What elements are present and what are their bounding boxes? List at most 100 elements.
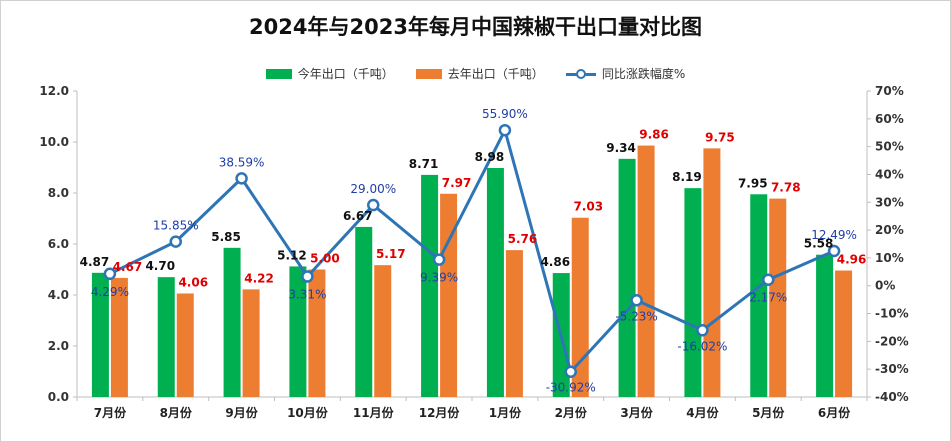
y-right-tick-label: 70% <box>875 84 904 98</box>
bar-current-label: 5.85 <box>211 230 241 244</box>
yoy-label: 15.85% <box>153 219 199 233</box>
yoy-point <box>498 123 512 137</box>
bar-previous-label: 9.86 <box>639 128 669 142</box>
bar-previous <box>769 198 787 397</box>
yoy-point <box>103 267 117 281</box>
y-left-tick-label: 10.0 <box>39 135 69 149</box>
legend-label-previous: 去年出口（千吨） <box>447 67 544 81</box>
yoy-point <box>696 324 709 337</box>
x-tick-label: 11月份 <box>353 405 395 420</box>
bar-current <box>486 168 504 397</box>
y-right-tick-label: 30% <box>875 195 904 209</box>
y-right-tick-label: -40% <box>875 390 909 404</box>
bar-previous <box>242 289 260 397</box>
yoy-label: -30.92% <box>546 381 596 395</box>
bar-current <box>157 277 175 397</box>
bar-previous-label: 4.96 <box>837 253 867 267</box>
bar-previous <box>308 269 326 397</box>
bar-previous <box>176 293 194 397</box>
yoy-point <box>432 253 446 266</box>
x-tick-label: 12月份 <box>419 405 461 420</box>
bar-previous-label: 4.06 <box>178 275 208 289</box>
bar-previous <box>637 145 655 397</box>
bar-current-label: 8.19 <box>672 170 702 184</box>
bar-current <box>684 188 702 397</box>
y-left-tick-label: 0.0 <box>48 390 69 404</box>
yoy-label: -5.23% <box>615 309 657 323</box>
bar-previous <box>110 277 128 397</box>
legend-swatch-previous <box>415 68 442 79</box>
bar-current <box>816 254 834 397</box>
bar-current <box>355 226 373 397</box>
bar-previous-label: 5.00 <box>310 252 340 266</box>
yoy-label: 38.59% <box>219 155 265 169</box>
yoy-point <box>827 244 841 258</box>
bar-current-label: 6.67 <box>343 209 373 223</box>
bar-previous <box>571 217 589 397</box>
x-tick-label: 10月份 <box>287 405 329 420</box>
bar-previous <box>374 265 392 397</box>
bar-current-label: 9.34 <box>606 141 636 155</box>
y-left-tick-label: 8.0 <box>48 186 69 200</box>
x-tick-label: 9月份 <box>225 405 258 420</box>
yoy-point <box>169 235 182 248</box>
bar-current <box>618 158 636 397</box>
bar-current-label: 8.71 <box>409 157 439 171</box>
y-right-tick-label: -10% <box>875 307 909 321</box>
yoy-line <box>109 128 835 374</box>
bar-current <box>223 247 241 397</box>
yoy-label: 3.31% <box>288 288 326 302</box>
bar-current-label: 5.58 <box>804 237 834 251</box>
x-tick-label: 7月份 <box>94 405 127 420</box>
bar-current-label: 4.86 <box>540 255 570 269</box>
y-left-tick-label: 2.0 <box>48 339 69 353</box>
bar-current <box>91 272 109 397</box>
bar-previous <box>835 270 853 397</box>
yoy-point <box>301 270 314 283</box>
legend-swatch-yoy <box>565 68 596 79</box>
bar-previous-label: 7.97 <box>442 176 472 190</box>
y-right-tick-label: -30% <box>875 362 909 376</box>
bar-current-label: 7.95 <box>738 176 768 190</box>
yoy-point <box>630 294 643 307</box>
yoy-label: 4.29% <box>91 285 129 299</box>
legend: 今年出口（千吨） 去年出口（千吨） 同比涨跌幅度% <box>1 65 950 82</box>
x-tick-label: 1月份 <box>489 405 522 420</box>
yoy-label: 9.39% <box>420 271 458 285</box>
bar-previous-label: 5.17 <box>376 247 406 261</box>
x-tick-label: 4月份 <box>686 405 719 420</box>
yoy-label: 12.49% <box>811 228 857 242</box>
bar-previous-label: 4.67 <box>113 260 143 274</box>
yoy-label: 29.00% <box>350 182 396 196</box>
x-tick-label: 8月份 <box>160 405 193 420</box>
bar-current-label: 4.70 <box>145 259 175 273</box>
bar-previous <box>505 250 523 397</box>
bar-current <box>421 174 439 397</box>
bar-previous-label: 5.76 <box>508 232 538 246</box>
bar-current-label: 8.98 <box>475 150 505 164</box>
legend-item-current: 今年出口（千吨） <box>265 65 394 82</box>
bar-previous-label: 4.22 <box>244 271 274 285</box>
y-right-tick-label: 40% <box>875 167 904 181</box>
x-tick-label: 5月份 <box>752 405 785 420</box>
bar-previous <box>440 193 458 397</box>
bar-current <box>289 266 307 397</box>
x-tick-label: 2月份 <box>555 405 588 420</box>
bar-previous-label: 9.75 <box>705 130 735 144</box>
x-tick-label: 6月份 <box>818 405 851 420</box>
y-right-tick-label: -20% <box>875 334 909 348</box>
y-left-tick-label: 6.0 <box>48 237 69 251</box>
yoy-point <box>367 198 380 212</box>
legend-label-yoy: 同比涨跌幅度% <box>601 67 686 81</box>
legend-label-current: 今年出口（千吨） <box>297 67 394 81</box>
bar-current-label: 5.12 <box>277 248 307 262</box>
yoy-label: 55.90% <box>482 107 528 121</box>
yoy-label: 2.17% <box>749 291 787 305</box>
bar-previous-label: 7.03 <box>573 200 603 214</box>
y-left-tick-label: 12.0 <box>39 84 69 98</box>
y-right-tick-label: 0% <box>875 279 895 293</box>
y-left-tick-label: 4.0 <box>48 288 69 302</box>
bar-current-label: 4.87 <box>80 255 110 269</box>
